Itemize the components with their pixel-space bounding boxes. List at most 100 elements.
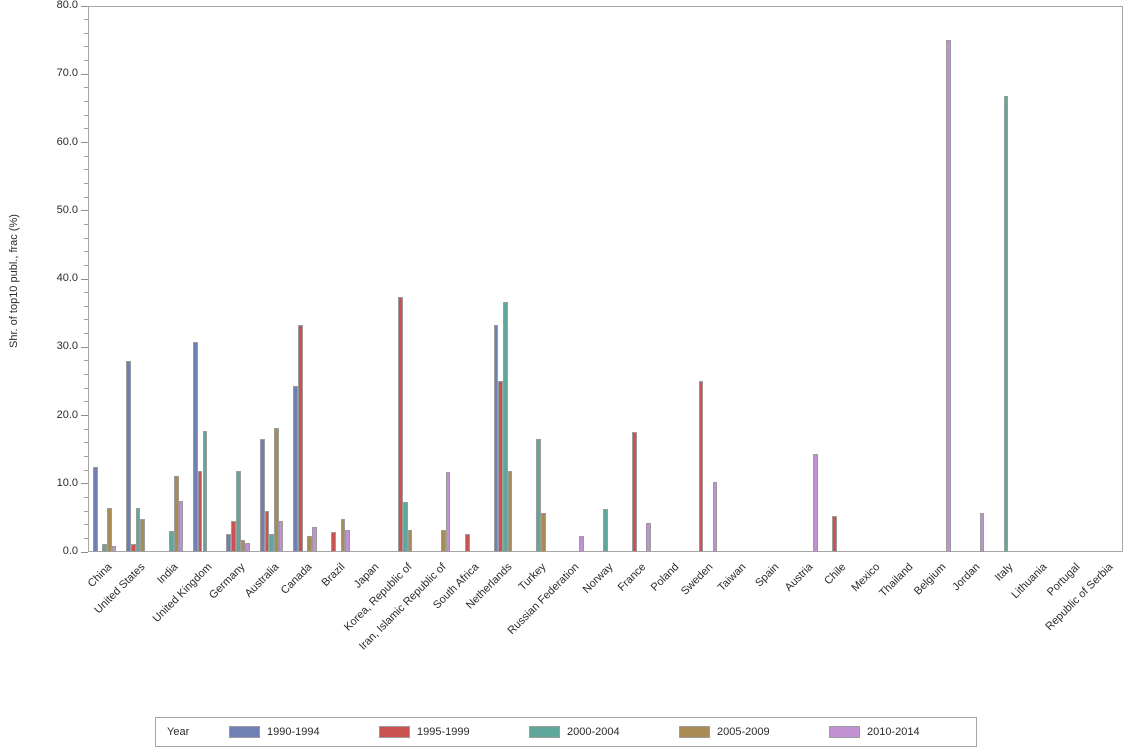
bar-2010-2014: [178, 501, 184, 552]
y-minor-tick: [84, 128, 88, 130]
y-minor-tick: [84, 469, 88, 471]
y-major-tick: [81, 5, 88, 7]
y-minor-tick: [84, 60, 88, 62]
bar-2010-2014: [946, 40, 952, 552]
y-minor-tick: [84, 428, 88, 430]
bar-1995-1999: [131, 544, 136, 552]
y-minor-tick: [84, 46, 88, 48]
plot-area: [88, 6, 1123, 552]
y-tick-label: 60.0: [56, 135, 78, 148]
y-minor-tick: [84, 319, 88, 321]
bar-1990-1994: [126, 360, 132, 552]
bar-1995-1999: [631, 431, 637, 552]
y-major-tick: [81, 142, 88, 143]
bar-1990-1994: [259, 439, 265, 552]
bar-2005-2009: [107, 507, 112, 552]
y-major-tick: [81, 346, 88, 348]
y-minor-tick: [84, 305, 88, 307]
bar-2000-2004: [102, 543, 108, 552]
legend-entry-label: 2005-2009: [717, 726, 770, 738]
y-minor-tick: [84, 196, 88, 198]
y-minor-tick: [84, 169, 88, 171]
legend-entry: 2005-2009: [679, 726, 829, 738]
y-tick-label: 80.0: [56, 0, 78, 11]
legend-swatch-1995-1999: [379, 726, 410, 738]
y-tick-label: 70.0: [56, 67, 78, 80]
bar-2005-2009: [307, 535, 313, 552]
bar-2010-2014: [111, 545, 117, 552]
y-tick-label: 20.0: [56, 408, 78, 421]
bar-1990-1994: [92, 467, 98, 552]
legend-entry-label: 2010-2014: [867, 726, 920, 738]
bar-2000-2004: [402, 502, 408, 552]
y-minor-tick: [84, 537, 88, 539]
bar-2005-2009: [541, 513, 546, 552]
y-minor-tick: [84, 374, 88, 376]
y-minor-tick: [84, 32, 88, 34]
y-minor-tick: [84, 223, 88, 225]
y-minor-tick: [84, 114, 88, 116]
legend-entry: 2010-2014: [829, 726, 979, 738]
bar-1995-1999: [197, 470, 203, 552]
y-tick-label: 40.0: [56, 272, 78, 284]
y-minor-tick: [84, 442, 88, 444]
y-minor-tick: [84, 524, 88, 526]
y-tick-label: 30.0: [56, 340, 78, 353]
bar-2000-2004: [135, 508, 141, 552]
legend-entry-label: 1990-1994: [267, 726, 320, 738]
y-minor-tick: [84, 155, 88, 157]
y-minor-tick: [84, 360, 88, 362]
bar-2000-2004: [502, 302, 508, 552]
y-minor-tick: [84, 387, 88, 389]
x-category-label: Portugal: [1044, 561, 1083, 599]
y-major-tick: [81, 278, 88, 280]
y-minor-tick: [84, 455, 88, 457]
bar-2010-2014: [278, 520, 284, 552]
y-minor-tick: [84, 292, 88, 294]
bar-2000-2004: [1003, 96, 1009, 552]
legend-swatch-2010-2014: [829, 726, 860, 738]
y-axis-title: Shr. of top10 publ., frac (%): [8, 214, 20, 348]
bar-2005-2009: [340, 518, 346, 552]
bar-1995-1999: [398, 296, 403, 552]
bar-2010-2014: [245, 543, 250, 552]
bar-2000-2004: [235, 471, 241, 552]
bar-2005-2009: [240, 540, 246, 552]
y-tick-label: 0.0: [62, 545, 78, 557]
bar-2010-2014: [979, 513, 985, 552]
y-tick-label: 50.0: [56, 203, 78, 216]
y-minor-tick: [84, 19, 88, 21]
y-minor-tick: [84, 401, 88, 403]
bar-1995-1999: [231, 520, 236, 552]
bar-2005-2009: [440, 530, 446, 552]
bar-2010-2014: [579, 536, 584, 552]
x-category-label: Republic of Serbia: [1043, 561, 1116, 634]
y-major-tick: [81, 210, 88, 212]
bar-2010-2014: [445, 472, 451, 552]
y-major-tick: [81, 551, 88, 553]
bar-1995-1999: [498, 381, 503, 552]
y-major-tick: [81, 73, 88, 75]
legend-swatch-2000-2004: [529, 726, 560, 738]
y-minor-tick: [84, 510, 88, 512]
bar-2005-2009: [173, 476, 179, 552]
bar-1995-1999: [264, 511, 270, 552]
legend-entry-label: 2000-2004: [567, 726, 620, 738]
legend-swatch-1990-1994: [229, 726, 260, 738]
bar-2005-2009: [407, 530, 413, 552]
legend-entry-label: 1995-1999: [417, 726, 470, 738]
legend-entry: 2000-2004: [529, 726, 679, 738]
legend-entry: 1995-1999: [379, 726, 529, 738]
y-minor-tick: [84, 101, 88, 103]
y-minor-tick: [84, 87, 88, 89]
bar-1990-1994: [493, 324, 499, 552]
bar-1995-1999: [331, 532, 337, 552]
bar-2010-2014: [345, 530, 351, 552]
bar-2000-2004: [269, 534, 274, 552]
bar-2010-2014: [312, 527, 317, 552]
y-major-tick: [81, 415, 88, 416]
bar-2010-2014: [645, 522, 651, 552]
y-minor-tick: [84, 333, 88, 335]
y-tick-label: 10.0: [56, 476, 78, 489]
